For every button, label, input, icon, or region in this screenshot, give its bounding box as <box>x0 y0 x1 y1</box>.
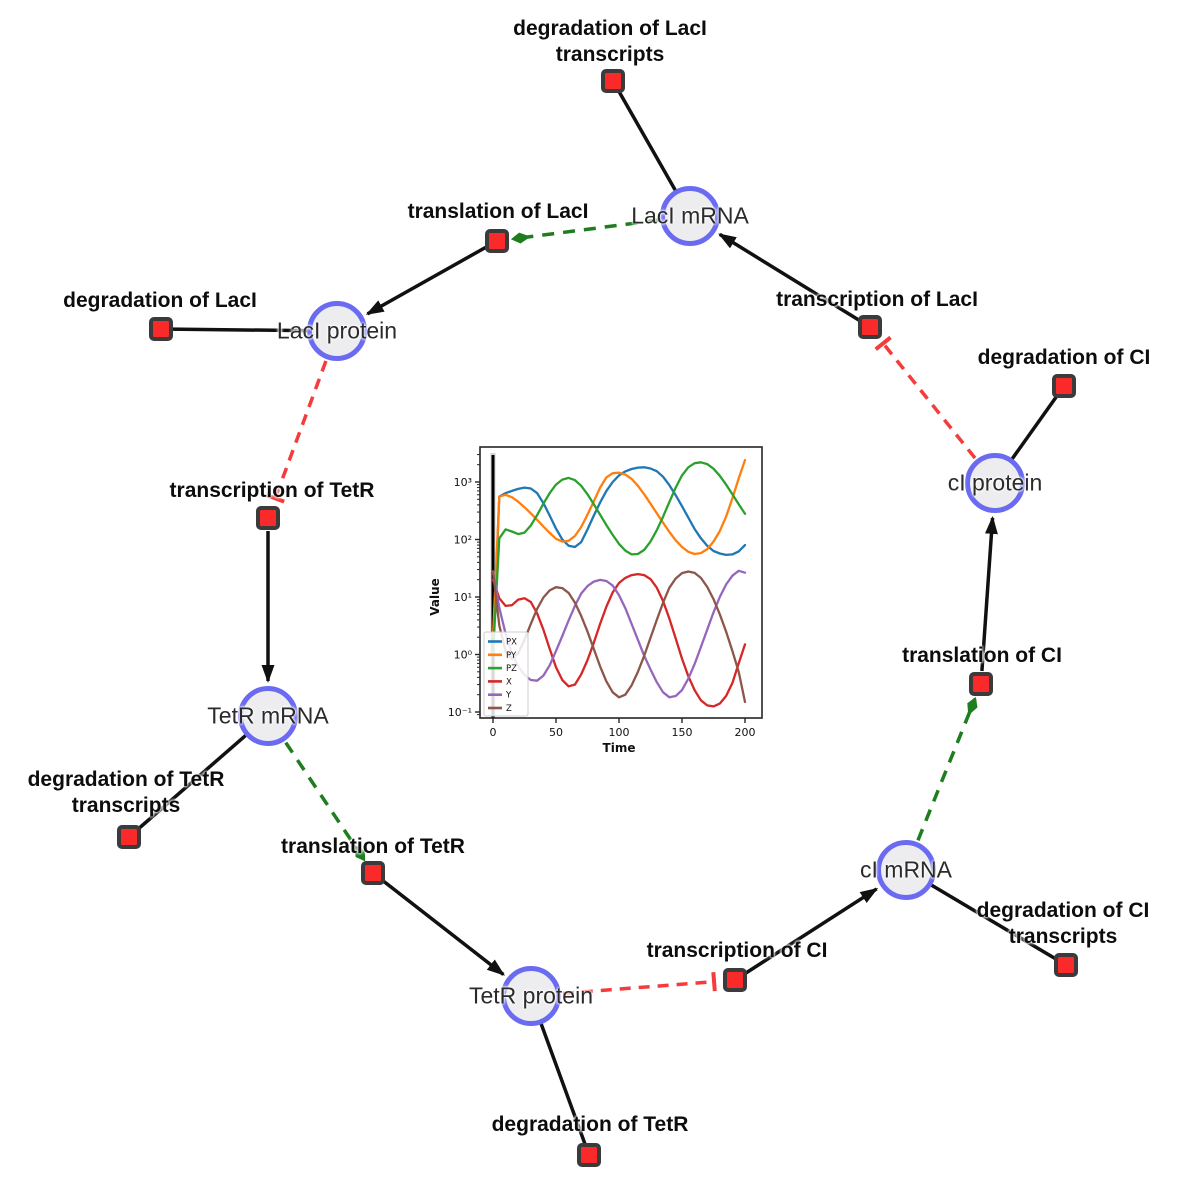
series-curve-y <box>491 569 747 699</box>
edge-ci-protein-to-transcription-of-laci <box>874 335 977 460</box>
legend-label-py: PY <box>506 651 517 661</box>
edge-laci-protein-to-transcription-of-tetr <box>265 360 328 504</box>
reaction-node-translation-of-ci[interactable] <box>969 672 993 696</box>
legend-label-z: Z <box>506 704 512 714</box>
legend-label-px: PX <box>506 638 517 648</box>
reaction-node-degradation-of-ci-transcripts[interactable] <box>1054 953 1078 977</box>
edge-laci-mrna-to-translation-of-laci <box>510 218 659 244</box>
plot-y-axis-label: Value <box>428 578 442 616</box>
species-node-ci-mrna[interactable] <box>876 840 936 900</box>
edge-ci-mrna-to-translation-of-ci <box>916 696 978 841</box>
reaction-node-transcription-of-laci[interactable] <box>858 315 882 339</box>
reaction-node-degradation-of-tetr-transcripts[interactable] <box>117 825 141 849</box>
reaction-node-transcription-of-tetr[interactable] <box>256 506 280 530</box>
reaction-node-transcription-of-ci[interactable] <box>723 968 747 992</box>
reaction-node-translation-of-tetr[interactable] <box>361 861 385 885</box>
legend-label-y: Y <box>505 691 512 701</box>
series-curve-x <box>491 572 747 708</box>
y-tick-label: 10³ <box>454 476 472 489</box>
species-node-laci-mrna[interactable] <box>660 186 720 246</box>
legend-label-pz: PZ <box>506 664 517 674</box>
y-tick-label: 10⁻¹ <box>448 706 472 719</box>
series-curve-px <box>491 466 747 656</box>
edge-degradation-of-ci-transcripts-to-ci-mrna <box>905 868 1067 967</box>
y-tick-label: 10¹ <box>454 591 472 604</box>
edge-tetr-protein-to-transcription-of-ci <box>562 972 717 996</box>
series-curve-z <box>491 570 747 704</box>
x-tick-label: 50 <box>549 726 563 739</box>
edge-transcription-of-laci-to-laci-mrna <box>718 232 860 322</box>
edge-translation-of-tetr-to-tetr-protein <box>382 879 505 976</box>
edge-translation-of-laci-to-laci-protein <box>365 245 487 316</box>
plot-border <box>479 446 763 719</box>
reaction-node-degradation-of-laci[interactable] <box>149 317 173 341</box>
species-node-ci-protein[interactable] <box>965 453 1025 513</box>
species-node-tetr-mrna[interactable] <box>238 686 298 746</box>
series-curve-pz <box>491 461 747 656</box>
species-node-laci-protein[interactable] <box>307 301 367 361</box>
time-series-plot: 0 50 100 150 200 10⁻¹ 10⁰ 10¹ 10² 10³ PX PY PZ X Y Z Ti… <box>425 438 770 760</box>
x-tick-label: 150 <box>672 726 693 739</box>
reaction-node-degradation-of-ci[interactable] <box>1052 374 1076 398</box>
y-tick-label: 10⁰ <box>454 649 473 662</box>
reaction-node-translation-of-laci[interactable] <box>485 229 509 253</box>
edge-translation-of-ci-to-ci-protein <box>980 515 998 672</box>
legend-label-x: X <box>506 677 512 687</box>
x-tick-label: 100 <box>609 726 630 739</box>
x-tick-label: 200 <box>735 726 756 739</box>
edge-transcription-of-ci-to-ci-mrna <box>744 887 879 975</box>
reaction-node-degradation-of-tetr[interactable] <box>577 1143 601 1167</box>
plot-x-axis-label: Time <box>603 741 636 755</box>
reaction-node-degradation-of-laci-transcripts[interactable] <box>601 69 625 93</box>
species-node-tetr-protein[interactable] <box>501 966 561 1026</box>
series-curve-py <box>491 458 747 639</box>
edge-tetr-mrna-to-translation-of-tetr <box>284 741 366 862</box>
y-tick-label: 10² <box>454 534 472 547</box>
x-tick-label: 0 <box>490 726 497 739</box>
